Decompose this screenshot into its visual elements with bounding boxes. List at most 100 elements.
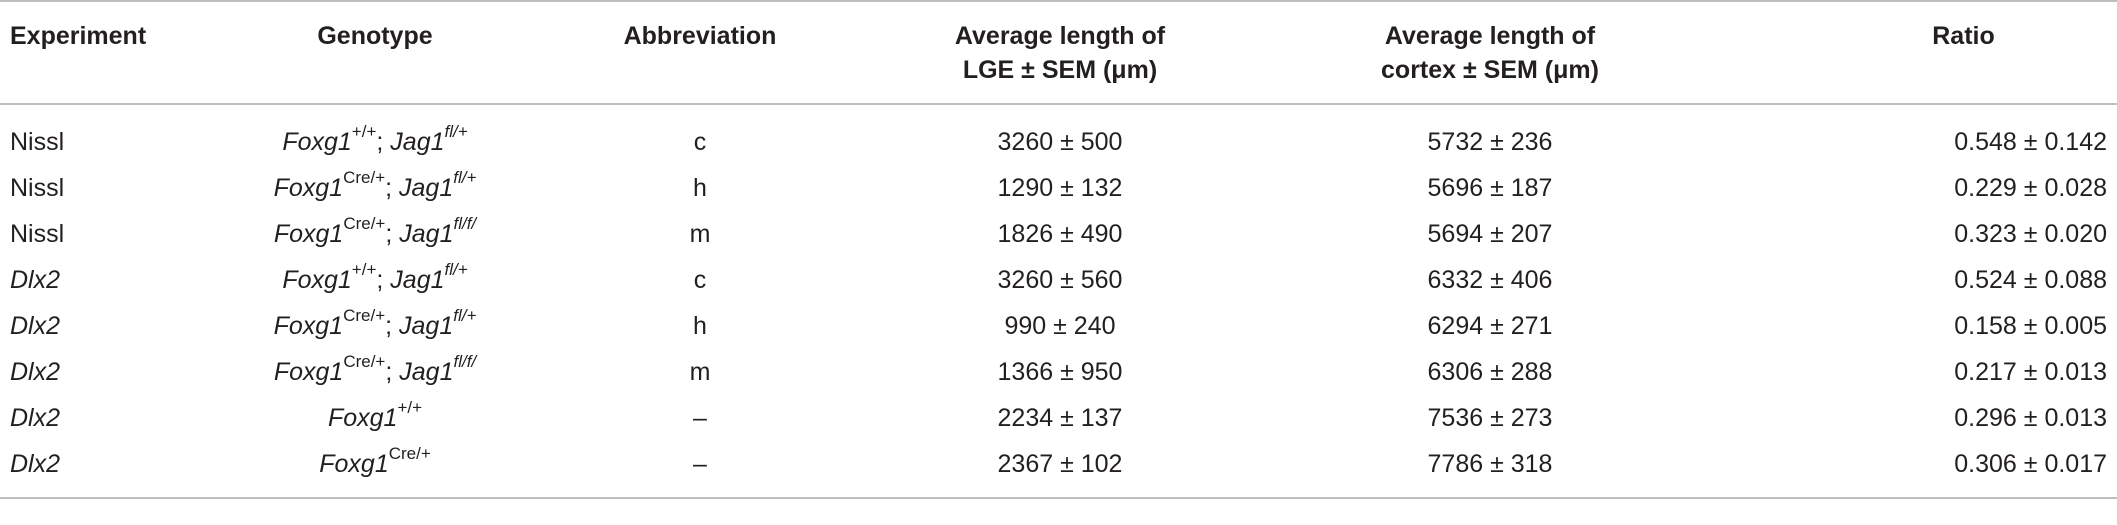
table-row: Dlx2 Foxg1Cre/+; Jag1fl/+ h 990 ± 240 62… bbox=[0, 303, 2117, 349]
cell-experiment: Dlx2 bbox=[10, 265, 61, 294]
genotype-separator: ; bbox=[385, 173, 400, 202]
genotype-jag1: Jag1 bbox=[399, 357, 454, 386]
genotype-jag1-superscript: fl/+ bbox=[453, 306, 477, 326]
table-row: Dlx2 Foxg1Cre/+; Jag1fl/f/ m 1366 ± 950 … bbox=[0, 349, 2117, 395]
genotype-foxg1-superscript: +/+ bbox=[351, 260, 377, 280]
cell-abbreviation: c bbox=[693, 265, 707, 294]
genotype-jag1: Jag1 bbox=[399, 219, 454, 248]
cell-genotype: Foxg1Cre/+; Jag1fl/f/ bbox=[190, 211, 560, 257]
cell-experiment: Nissl bbox=[10, 219, 65, 248]
table-row: Nissl Foxg1Cre/+; Jag1fl/f/ m 1826 ± 490… bbox=[0, 211, 2117, 257]
genotype-jag1-superscript: fl/+ bbox=[444, 122, 468, 142]
genotype-separator: ; bbox=[385, 219, 400, 248]
cell-ratio: 0.229 ± 0.028 bbox=[1954, 173, 2107, 202]
cell-cortex-length: 6332 ± 406 bbox=[1427, 265, 1553, 294]
cell-genotype: Foxg1Cre/+; Jag1fl/f/ bbox=[190, 349, 560, 395]
genotype-foxg1-superscript: Cre/+ bbox=[343, 168, 386, 188]
cell-lge-length: 1826 ± 490 bbox=[997, 219, 1123, 248]
genotype-foxg1: Foxg1 bbox=[282, 265, 352, 294]
genotype-foxg1: Foxg1 bbox=[327, 403, 398, 432]
cell-cortex-length: 7536 ± 273 bbox=[1427, 403, 1553, 432]
data-table-container: Experiment Genotype Abbreviation Average… bbox=[0, 1, 2117, 498]
cell-experiment: Nissl bbox=[10, 127, 65, 156]
cell-cortex-length: 6306 ± 288 bbox=[1427, 357, 1553, 386]
cell-lge-length: 2234 ± 137 bbox=[997, 403, 1123, 432]
cell-abbreviation: m bbox=[689, 219, 711, 248]
genotype-jag1: Jag1 bbox=[399, 311, 454, 340]
table-row: Dlx2 Foxg1Cre/+ – 2367 ± 102 7786 ± 318 … bbox=[0, 441, 2117, 498]
genotype-jag1-superscript: fl/+ bbox=[453, 168, 477, 188]
cell-genotype: Foxg1+/+; Jag1fl/+ bbox=[190, 104, 560, 165]
header-abbreviation: Abbreviation bbox=[623, 22, 777, 50]
cell-experiment: Dlx2 bbox=[10, 449, 61, 478]
genotype-foxg1: Foxg1 bbox=[273, 219, 344, 248]
cell-cortex-length: 5694 ± 207 bbox=[1427, 219, 1553, 248]
genotype-separator: ; bbox=[385, 311, 400, 340]
genotype-foxg1: Foxg1 bbox=[273, 357, 344, 386]
genotype-separator: ; bbox=[385, 357, 400, 386]
header-ratio: Ratio bbox=[1932, 22, 1995, 50]
cell-cortex-length: 5696 ± 187 bbox=[1427, 173, 1553, 202]
table-body: Nissl Foxg1+/+; Jag1fl/+ c 3260 ± 500 57… bbox=[0, 104, 2117, 498]
genotype-foxg1-superscript: Cre/+ bbox=[343, 214, 386, 234]
cell-genotype: Foxg1Cre/+ bbox=[190, 441, 560, 498]
header-lge-length: Average length of LGE ± SEM (μm) bbox=[840, 1, 1280, 104]
genotype-jag1: Jag1 bbox=[390, 127, 445, 156]
cell-ratio: 0.217 ± 0.013 bbox=[1954, 357, 2107, 386]
genotype-foxg1: Foxg1 bbox=[282, 127, 352, 156]
cell-abbreviation: h bbox=[693, 311, 707, 340]
genotype-jag1-superscript: fl/f/ bbox=[453, 214, 477, 234]
table-header: Experiment Genotype Abbreviation Average… bbox=[0, 1, 2117, 104]
header-lge-line2: LGE ± SEM (μm) bbox=[962, 56, 1158, 84]
cell-cortex-length: 7786 ± 318 bbox=[1427, 449, 1553, 478]
cell-abbreviation: c bbox=[693, 127, 707, 156]
genotype-foxg1: Foxg1 bbox=[273, 311, 344, 340]
cell-abbreviation: – bbox=[693, 449, 707, 478]
cell-ratio: 0.323 ± 0.020 bbox=[1954, 219, 2107, 248]
cell-ratio: 0.524 ± 0.088 bbox=[1954, 265, 2107, 294]
cell-cortex-length: 5732 ± 236 bbox=[1427, 127, 1553, 156]
cell-ratio: 0.548 ± 0.142 bbox=[1954, 127, 2107, 156]
cell-lge-length: 1366 ± 950 bbox=[997, 357, 1123, 386]
genotype-jag1: Jag1 bbox=[390, 265, 445, 294]
table-row: Dlx2 Foxg1+/+ – 2234 ± 137 7536 ± 273 0.… bbox=[0, 395, 2117, 441]
header-cortex-line1: Average length of bbox=[1384, 22, 1596, 50]
header-lge-line1: Average length of bbox=[954, 22, 1166, 50]
genotype-foxg1-superscript: Cre/+ bbox=[343, 352, 386, 372]
table-row: Dlx2 Foxg1+/+; Jag1fl/+ c 3260 ± 560 633… bbox=[0, 257, 2117, 303]
genotype-jag1-superscript: fl/f/ bbox=[453, 352, 477, 372]
cell-abbreviation: m bbox=[689, 357, 711, 386]
cell-lge-length: 990 ± 240 bbox=[1004, 311, 1116, 340]
header-genotype: Genotype bbox=[317, 22, 433, 50]
cell-lge-length: 1290 ± 132 bbox=[997, 173, 1123, 202]
genotype-foxg1: Foxg1 bbox=[273, 173, 344, 202]
genotype-foxg1-superscript: Cre/+ bbox=[388, 444, 431, 464]
genotype-jag1-superscript: fl/+ bbox=[444, 260, 468, 280]
cell-cortex-length: 6294 ± 271 bbox=[1427, 311, 1553, 340]
cell-genotype: Foxg1Cre/+; Jag1fl/+ bbox=[190, 165, 560, 211]
cell-ratio: 0.158 ± 0.005 bbox=[1954, 311, 2107, 340]
cell-lge-length: 3260 ± 560 bbox=[997, 265, 1123, 294]
cell-ratio: 0.296 ± 0.013 bbox=[1954, 403, 2107, 432]
cell-experiment: Dlx2 bbox=[10, 357, 61, 386]
cell-genotype: Foxg1Cre/+; Jag1fl/+ bbox=[190, 303, 560, 349]
data-table: Experiment Genotype Abbreviation Average… bbox=[0, 1, 2117, 498]
cell-experiment: Dlx2 bbox=[10, 403, 61, 432]
cell-genotype: Foxg1+/+ bbox=[190, 395, 560, 441]
table-row: Nissl Foxg1Cre/+; Jag1fl/+ h 1290 ± 132 … bbox=[0, 165, 2117, 211]
cell-lge-length: 2367 ± 102 bbox=[997, 449, 1123, 478]
table-row: Nissl Foxg1+/+; Jag1fl/+ c 3260 ± 500 57… bbox=[0, 104, 2117, 165]
genotype-foxg1-superscript: Cre/+ bbox=[343, 306, 386, 326]
cell-ratio: 0.306 ± 0.017 bbox=[1954, 449, 2107, 478]
genotype-foxg1-superscript: +/+ bbox=[351, 122, 377, 142]
cell-experiment: Nissl bbox=[10, 173, 65, 202]
genotype-foxg1: Foxg1 bbox=[319, 449, 389, 478]
genotype-foxg1-superscript: +/+ bbox=[397, 398, 423, 418]
cell-abbreviation: – bbox=[693, 403, 707, 432]
header-cortex-line2: cortex ± SEM (μm) bbox=[1381, 56, 1599, 84]
cell-lge-length: 3260 ± 500 bbox=[997, 127, 1123, 156]
genotype-separator: ; bbox=[376, 127, 391, 156]
genotype-jag1: Jag1 bbox=[399, 173, 454, 202]
cell-genotype: Foxg1+/+; Jag1fl/+ bbox=[190, 257, 560, 303]
genotype-separator: ; bbox=[376, 265, 391, 294]
